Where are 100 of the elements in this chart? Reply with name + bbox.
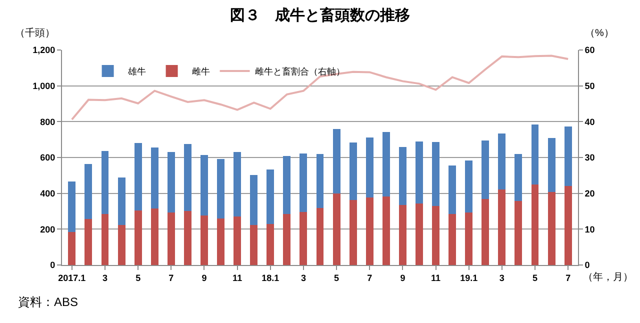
bar bbox=[266, 169, 274, 224]
y-tick-label: 0 bbox=[50, 260, 56, 270]
bar bbox=[167, 152, 175, 212]
y-tick-label: 1,200 bbox=[32, 45, 56, 56]
bar bbox=[448, 165, 456, 214]
bar bbox=[548, 192, 556, 265]
x-tick-label: 3 bbox=[300, 272, 306, 283]
bar bbox=[531, 184, 539, 265]
x-tick-label: 18.1 bbox=[262, 272, 280, 283]
bar bbox=[548, 138, 556, 192]
x-tick-label: 11 bbox=[431, 272, 441, 283]
bar bbox=[283, 156, 291, 214]
y2-tick-label: 60 bbox=[584, 45, 595, 56]
x-tick-label: 7 bbox=[168, 272, 174, 283]
bar bbox=[200, 155, 208, 216]
bar bbox=[448, 214, 456, 265]
bar bbox=[217, 159, 224, 219]
bar bbox=[366, 197, 374, 265]
bar bbox=[564, 186, 572, 265]
bar bbox=[266, 224, 274, 265]
x-tick-label: 3 bbox=[102, 272, 108, 283]
bar bbox=[382, 132, 390, 196]
bar bbox=[349, 200, 357, 265]
bar bbox=[382, 196, 390, 265]
y-axis-title: （千頭） bbox=[15, 27, 55, 39]
bar bbox=[101, 214, 109, 265]
x-tick-label: 7 bbox=[367, 272, 372, 283]
bar bbox=[498, 189, 506, 265]
y2-tick-label: 10 bbox=[584, 224, 595, 234]
bar bbox=[432, 142, 440, 206]
legend-label: 雌牛 bbox=[192, 66, 210, 76]
bar bbox=[118, 178, 126, 226]
bar bbox=[134, 143, 142, 211]
bar bbox=[84, 218, 92, 265]
x-tick-label: 19.1 bbox=[460, 272, 478, 283]
bar bbox=[398, 146, 406, 206]
x-tick-label: 3 bbox=[499, 272, 504, 283]
bar bbox=[300, 154, 308, 212]
y2-tick-label: 20 bbox=[584, 188, 595, 198]
x-tick-label: 9 bbox=[202, 272, 207, 283]
bar bbox=[167, 212, 175, 265]
x-tick-label: 5 bbox=[334, 272, 340, 283]
bar bbox=[514, 154, 522, 202]
y2-tick-label: 50 bbox=[584, 80, 595, 91]
bar bbox=[150, 208, 158, 265]
bar bbox=[416, 204, 423, 265]
x-tick-label: 9 bbox=[400, 272, 406, 283]
bar bbox=[250, 175, 258, 225]
y2-tick-label: 40 bbox=[584, 116, 595, 127]
y-tick-label: 200 bbox=[40, 224, 56, 234]
bar bbox=[482, 140, 490, 199]
text: 資料：ABS bbox=[18, 295, 78, 309]
y2-tick-label: 0 bbox=[584, 260, 590, 270]
y-tick-label: 400 bbox=[40, 188, 56, 198]
legend-label: 雌牛と畜割合（右軸） bbox=[254, 66, 345, 76]
bar bbox=[416, 142, 423, 204]
bar bbox=[101, 151, 109, 214]
bar bbox=[332, 193, 340, 265]
bar bbox=[482, 198, 490, 265]
bar bbox=[118, 225, 126, 265]
bar bbox=[498, 133, 506, 190]
bar bbox=[531, 124, 539, 185]
x-tick-label: 11 bbox=[232, 272, 242, 283]
bar bbox=[465, 160, 473, 212]
bar bbox=[300, 212, 308, 265]
bar bbox=[217, 218, 224, 265]
bar bbox=[200, 215, 208, 265]
bar bbox=[316, 208, 324, 265]
bar bbox=[564, 126, 572, 186]
x-tick-label: 5 bbox=[532, 272, 538, 283]
bar bbox=[234, 152, 242, 217]
y-tick-label: 800 bbox=[40, 116, 56, 127]
bar bbox=[366, 137, 374, 198]
line-series bbox=[70, 54, 570, 121]
bar bbox=[68, 232, 76, 265]
x-tick-label: 7 bbox=[566, 272, 571, 283]
x-tick-label: 5 bbox=[136, 272, 141, 283]
legend-label: 雄牛 bbox=[126, 66, 146, 76]
bar bbox=[68, 182, 76, 232]
bar bbox=[150, 147, 158, 208]
bar bbox=[283, 214, 291, 265]
bar bbox=[84, 164, 92, 219]
bar bbox=[465, 212, 473, 265]
x-axis-title: （年，月） bbox=[583, 271, 633, 283]
bar bbox=[398, 205, 406, 265]
y2-tick-label: 30 bbox=[584, 152, 595, 163]
bar bbox=[184, 210, 192, 265]
bar bbox=[349, 142, 357, 200]
bar bbox=[316, 154, 324, 208]
bar bbox=[514, 201, 522, 265]
bar bbox=[432, 206, 440, 265]
bar bbox=[332, 128, 340, 194]
x-tick-label: 2017.1 bbox=[58, 272, 86, 283]
y2-axis-title: （%） bbox=[585, 28, 614, 39]
y-tick-label: 1,000 bbox=[32, 80, 56, 91]
bar bbox=[250, 224, 258, 265]
y-tick-label: 600 bbox=[40, 152, 56, 163]
chart-title: 図３ 成牛と畜頭数の推移 bbox=[230, 6, 410, 24]
bar bbox=[234, 216, 242, 265]
bar bbox=[184, 144, 192, 211]
